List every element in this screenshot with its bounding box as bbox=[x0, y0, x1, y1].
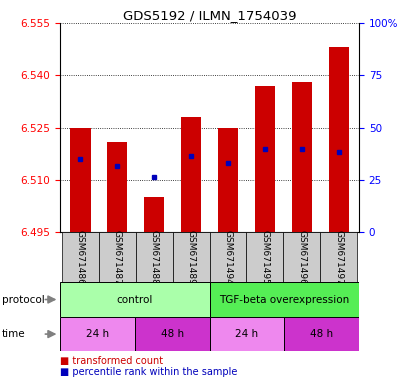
Text: GSM671486: GSM671486 bbox=[76, 230, 85, 285]
Bar bbox=[62, 232, 99, 282]
Text: GSM671495: GSM671495 bbox=[260, 230, 269, 285]
Text: control: control bbox=[117, 295, 153, 305]
Text: GSM671496: GSM671496 bbox=[297, 230, 306, 285]
Bar bbox=[136, 232, 173, 282]
Bar bbox=[292, 82, 312, 232]
Text: GSM671489: GSM671489 bbox=[187, 230, 195, 285]
Text: GSM671487: GSM671487 bbox=[113, 230, 122, 285]
Bar bbox=[99, 232, 136, 282]
Text: time: time bbox=[2, 329, 26, 339]
Bar bbox=[60, 282, 210, 317]
Text: 24 h: 24 h bbox=[235, 329, 259, 339]
Bar bbox=[173, 232, 210, 282]
Text: ■ transformed count: ■ transformed count bbox=[60, 356, 163, 366]
Text: GSM671488: GSM671488 bbox=[150, 230, 159, 285]
Bar bbox=[218, 127, 238, 232]
Bar bbox=[70, 127, 90, 232]
Title: GDS5192 / ILMN_1754039: GDS5192 / ILMN_1754039 bbox=[123, 9, 296, 22]
Bar bbox=[210, 232, 247, 282]
Bar bbox=[320, 232, 357, 282]
Bar bbox=[284, 317, 359, 351]
Bar bbox=[255, 86, 275, 232]
Text: 24 h: 24 h bbox=[86, 329, 109, 339]
Text: GSM671497: GSM671497 bbox=[334, 230, 343, 285]
Bar bbox=[135, 317, 210, 351]
Text: GSM671494: GSM671494 bbox=[224, 230, 232, 285]
Bar bbox=[283, 232, 320, 282]
Bar bbox=[60, 317, 135, 351]
Bar bbox=[210, 317, 284, 351]
Text: 48 h: 48 h bbox=[310, 329, 333, 339]
Bar bbox=[181, 117, 201, 232]
Bar bbox=[247, 232, 283, 282]
Bar bbox=[329, 48, 349, 232]
Bar bbox=[210, 282, 359, 317]
Text: TGF-beta overexpression: TGF-beta overexpression bbox=[219, 295, 349, 305]
Text: 48 h: 48 h bbox=[161, 329, 184, 339]
Text: protocol: protocol bbox=[2, 295, 45, 305]
Bar bbox=[107, 142, 127, 232]
Bar bbox=[144, 197, 164, 232]
Text: ■ percentile rank within the sample: ■ percentile rank within the sample bbox=[60, 367, 237, 377]
